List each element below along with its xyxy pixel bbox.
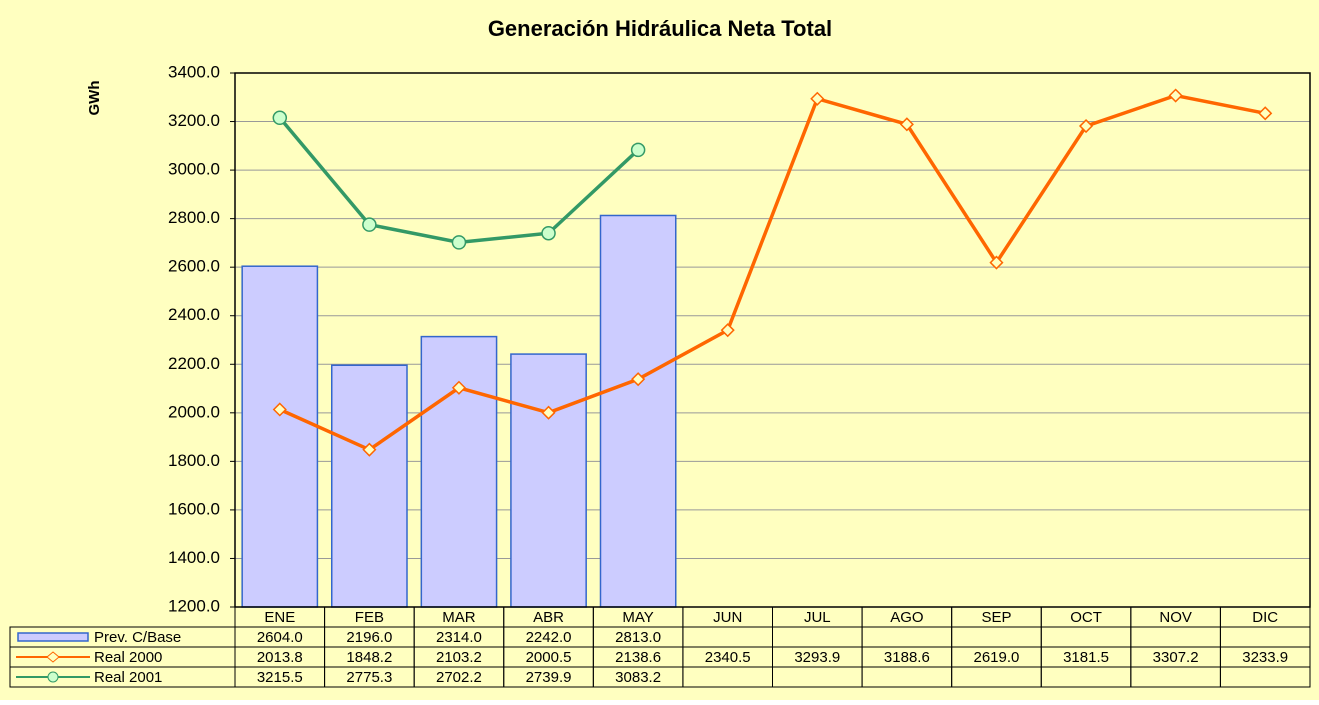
y-tick-label: 3200.0 [168,111,220,130]
marker [541,225,556,241]
y-tick-label: 3000.0 [168,160,220,179]
marker [362,217,377,232]
marker [899,117,914,132]
x-tick-label: ENE [264,609,295,626]
legend-label: Real 2001 [94,669,162,686]
marker [810,91,825,106]
table-value: 3181.5 [1063,649,1109,666]
table-value: 2196.0 [346,629,392,646]
y-axis-label: GWh [86,81,103,116]
marker [541,405,556,420]
marker [1078,118,1094,134]
table-value: 2813.0 [615,629,661,646]
y-tick-label: 3400.0 [168,62,220,81]
table-value: 2242.0 [526,629,572,646]
y-tick-label: 2800.0 [168,208,220,227]
table-value: 2739.9 [526,669,572,686]
y-tick-label: 2600.0 [168,257,220,276]
legend-key [47,671,59,683]
x-tick-label: SEP [981,609,1011,626]
bar [599,214,677,608]
table-value: 2013.8 [257,649,303,666]
table-value: 3233.9 [1242,649,1288,666]
x-tick-label: AGO [890,609,923,626]
bar [331,364,408,608]
table-value: 2604.0 [257,629,303,646]
table-value: 2103.2 [436,649,482,666]
x-tick-label: OCT [1070,609,1102,626]
table-value: 3083.2 [615,669,661,686]
marker [272,402,287,417]
bar [420,335,498,608]
x-tick-label: MAR [442,609,476,626]
table-value: 2775.3 [346,669,392,686]
x-tick-label: FEB [355,609,384,626]
table-value: 1848.2 [346,649,392,666]
table-value: 2340.5 [705,649,751,666]
legend-label: Prev. C/Base [94,629,181,646]
table-value: 3215.5 [257,669,303,686]
x-tick-label: DIC [1252,609,1278,626]
marker [362,442,377,457]
marker [630,142,646,158]
table-value: 2702.2 [436,669,482,686]
y-tick-label: 1400.0 [168,548,220,567]
legend-key [46,651,60,663]
bar [241,265,319,608]
y-tick-label: 2200.0 [168,354,220,373]
x-tick-label: MAY [622,609,653,626]
table-value: 2000.5 [526,649,572,666]
marker [1168,88,1183,103]
chart-title: Generación Hidráulica Neta Total [488,16,832,41]
table-value: 2314.0 [436,629,482,646]
plot-area [235,73,1310,607]
legend-label: Real 2000 [94,649,162,666]
bar [510,353,587,608]
y-tick-label: 1800.0 [168,451,220,470]
table-value: 2138.6 [615,649,661,666]
table-value: 2619.0 [974,649,1020,666]
marker [989,255,1004,270]
marker [1258,106,1273,121]
marker [631,372,646,387]
table-cell [1219,666,1311,688]
line [279,93,1266,452]
table-value: 3307.2 [1153,649,1199,666]
y-tick-label: 2400.0 [168,305,220,324]
y-tick-label: 1200.0 [168,596,220,615]
y-tick-label: 1600.0 [168,499,220,518]
marker [720,323,735,338]
x-tick-label: JUL [804,609,831,626]
marker [451,380,467,395]
y-tick-label: 2000.0 [168,402,220,421]
legend-key [17,632,89,642]
table-value: 3188.6 [884,649,930,666]
x-tick-label: ABR [533,609,564,626]
x-tick-label: JUN [713,609,742,626]
marker [451,235,467,250]
x-tick-label: NOV [1159,609,1192,626]
marker [272,110,288,126]
table-value: 3293.9 [794,649,840,666]
